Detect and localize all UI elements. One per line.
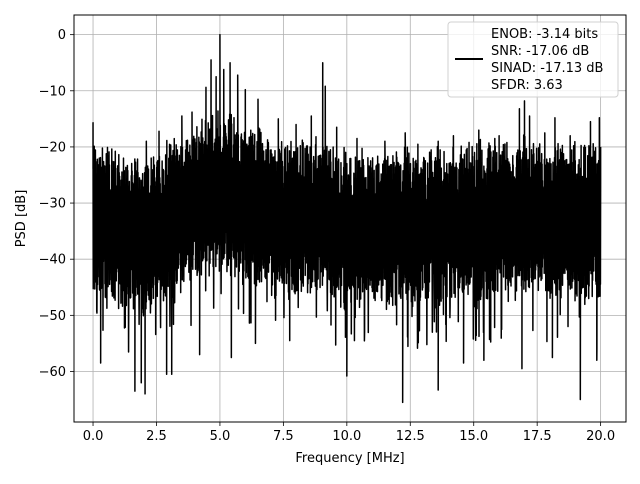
tick-layer: 0.0 2.5 5.0 7.5 10.0 12.5 15.0 17.5 20.0 0 −10 −20 −… — [39, 28, 616, 444]
x-tick-label: 2.5 — [146, 429, 167, 444]
legend-line-sinad: SINAD: -17.13 dB — [491, 61, 603, 76]
x-tick-label: 10.0 — [332, 429, 361, 444]
y-tick-label: −40 — [39, 253, 66, 268]
psd-trace — [92, 33, 602, 404]
x-axis-label: Frequency [MHz] — [295, 451, 404, 466]
legend-line-enob: ENOB: -3.14 bits — [491, 27, 598, 42]
legend-line-sfdr: SFDR: 3.63 — [491, 78, 563, 93]
y-tick-label: −60 — [39, 365, 66, 380]
x-tick-label: 12.5 — [396, 429, 425, 444]
legend-line-snr: SNR: -17.06 dB — [491, 44, 589, 59]
legend: ENOB: -3.14 bits SNR: -17.06 dB SINAD: -… — [447, 21, 619, 98]
y-axis-label: PSD [dB] — [14, 190, 29, 248]
x-tick-label: 20.0 — [586, 429, 615, 444]
x-tick-label: 0.0 — [83, 429, 104, 444]
x-tick-label: 5.0 — [210, 429, 231, 444]
x-tick-label: 17.5 — [523, 429, 552, 444]
x-tick-label: 15.0 — [459, 429, 488, 444]
legend-box — [447, 21, 619, 98]
plot-frame — [73, 14, 627, 423]
x-tick-label: 7.5 — [273, 429, 294, 444]
y-tick-label: −30 — [39, 197, 66, 212]
data-layer — [92, 33, 602, 404]
y-tick-label: −10 — [39, 84, 66, 99]
y-tick-label: 0 — [58, 28, 66, 43]
y-tick-label: −50 — [39, 309, 66, 324]
y-tick-label: −20 — [39, 140, 66, 155]
